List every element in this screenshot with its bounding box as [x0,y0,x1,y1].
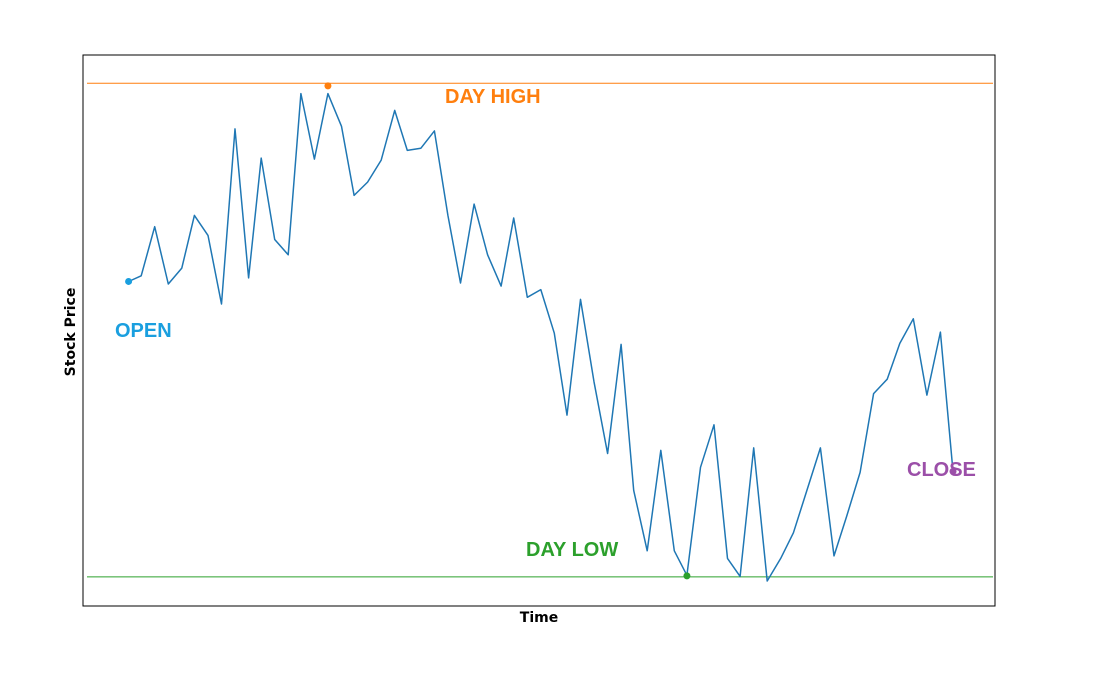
close-marker [949,467,957,475]
reference-lines [87,82,993,578]
day-low-marker [683,572,691,580]
day-high-annotation: DAY HIGH [445,86,541,108]
day-high-marker [324,82,332,90]
open-annotation: OPEN [115,320,172,342]
price-series-line [128,92,954,582]
marker-layer [125,82,957,580]
y-axis-title: Stock Price [63,288,79,377]
series-layer [128,92,954,582]
plot-frame [82,54,996,607]
open-marker [125,277,133,285]
close-annotation: CLOSE [907,459,976,481]
x-axis-title: Time [520,610,558,626]
day-low-annotation: DAY LOW [526,539,618,561]
